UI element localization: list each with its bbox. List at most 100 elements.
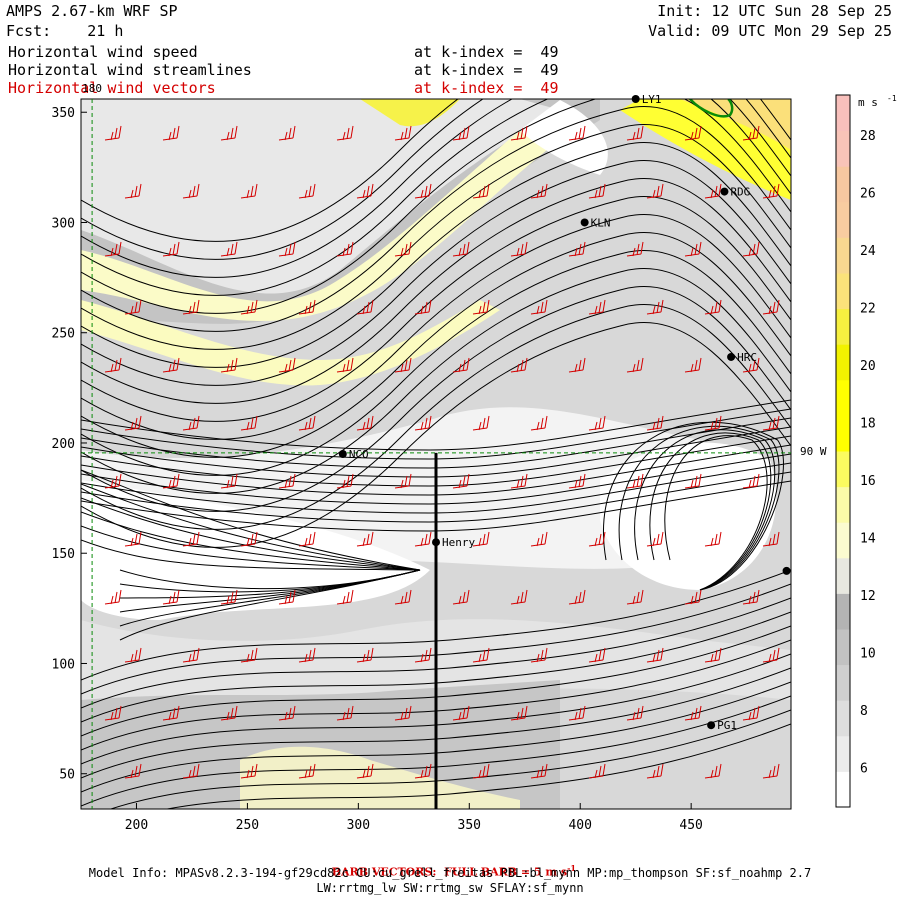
wind-barb xyxy=(472,183,490,199)
wind-barb xyxy=(452,705,470,721)
streamline xyxy=(81,160,791,386)
wind-barb xyxy=(298,415,316,431)
wind-barb xyxy=(742,357,760,373)
wind-barb xyxy=(684,705,702,721)
wind-barb xyxy=(336,473,354,489)
wind-barb xyxy=(240,647,258,663)
streamline xyxy=(81,569,791,681)
wind-barb xyxy=(162,473,180,489)
streamline xyxy=(81,250,791,476)
x-tick-label: 250 xyxy=(236,818,259,833)
wind-barb xyxy=(220,125,238,141)
wind-barb xyxy=(104,473,122,489)
wind-barb xyxy=(626,705,644,721)
wind-barb xyxy=(336,705,354,721)
wind-barb xyxy=(124,415,142,431)
colorbar-label: 12 xyxy=(860,589,876,604)
wind-barb xyxy=(588,415,606,431)
field-name-vectors: Horizontal wind vectors xyxy=(8,79,216,97)
wind-barb xyxy=(626,589,644,605)
wind-barb xyxy=(742,125,760,141)
wind-barb xyxy=(162,125,180,141)
colorbar-swatch xyxy=(836,344,850,381)
station-label: KLN xyxy=(591,216,611,229)
barb-note: BARB VECTORS: FULL BARB = 5 m s xyxy=(331,865,568,879)
wind-barb xyxy=(220,589,238,605)
streamline xyxy=(603,421,784,591)
wind-barb xyxy=(298,299,316,315)
streamline xyxy=(81,539,421,571)
streamline xyxy=(81,417,791,469)
station-marker xyxy=(338,450,347,458)
y-tick-label: 200 xyxy=(52,437,75,452)
wind-barb xyxy=(704,299,722,315)
colorbar: 6 8 10 12 14 16 18 20 22 24 26 28 m s -1 xyxy=(835,94,897,808)
streamline xyxy=(81,399,791,451)
wind-barb xyxy=(762,763,780,779)
wind-barb xyxy=(742,473,760,489)
wind-barb xyxy=(182,647,200,663)
x-tick-label: 350 xyxy=(458,818,481,833)
wind-barb xyxy=(162,705,180,721)
streamline xyxy=(119,569,421,590)
streamline xyxy=(81,408,791,460)
wind-barb xyxy=(704,415,722,431)
streamline xyxy=(81,625,791,737)
wind-barb xyxy=(394,473,412,489)
streamline xyxy=(81,597,791,709)
colorbar-label: 28 xyxy=(860,129,876,144)
colorbar-label: 24 xyxy=(860,244,876,259)
streamline xyxy=(81,268,791,494)
field-name-wind-speed: Horizontal wind speed xyxy=(8,43,198,61)
wind-barb xyxy=(510,589,528,605)
station-label: NCO xyxy=(349,448,369,461)
wind-barb xyxy=(162,589,180,605)
streamline xyxy=(649,432,772,591)
wind-barb xyxy=(626,125,644,141)
wind-barb xyxy=(394,241,412,257)
field-level-streamlines: at k-index = 49 xyxy=(414,61,559,79)
wind-barb xyxy=(762,531,780,547)
wind-barb xyxy=(182,415,200,431)
colorbar-swatch xyxy=(836,415,850,452)
colorbar-label: 16 xyxy=(860,474,876,489)
wind-barb xyxy=(220,705,238,721)
wind-barb xyxy=(510,705,528,721)
station-marker xyxy=(432,538,440,547)
colorbar-swatch xyxy=(836,273,850,310)
wind-barb xyxy=(394,357,412,373)
wind-barb xyxy=(394,125,412,141)
streamline xyxy=(81,426,791,478)
wind-barb xyxy=(182,183,200,199)
wind-barb xyxy=(278,357,296,373)
colorbar-label: 18 xyxy=(860,416,876,431)
streamline xyxy=(81,525,421,571)
wind-barb xyxy=(472,531,490,547)
streamline xyxy=(81,480,791,532)
colorbar-swatch xyxy=(836,664,850,701)
wind-barb xyxy=(530,763,548,779)
wind-barb xyxy=(336,125,354,141)
wind-barb xyxy=(510,125,528,141)
streamline xyxy=(664,435,768,591)
wind-barb xyxy=(278,589,296,605)
wind-barb xyxy=(588,183,606,199)
wind-barb xyxy=(124,299,142,315)
wind-barb xyxy=(626,357,644,373)
wind-barb xyxy=(124,183,142,199)
station-marker xyxy=(580,218,589,227)
wind-barb xyxy=(742,589,760,605)
wind-barb xyxy=(414,299,432,315)
y-tick-label: 100 xyxy=(52,657,75,672)
station-marker xyxy=(707,721,716,730)
station-label: PG1 xyxy=(717,719,737,732)
colorbar-unit-exp: -1 xyxy=(887,94,897,103)
wind-barb xyxy=(414,415,432,431)
wind-barb xyxy=(414,647,432,663)
wind-barb xyxy=(684,357,702,373)
station-marker xyxy=(782,566,791,575)
wind-barb xyxy=(452,357,470,373)
wind-barb xyxy=(298,183,316,199)
wind-barb xyxy=(182,763,200,779)
wind-barb xyxy=(278,473,296,489)
